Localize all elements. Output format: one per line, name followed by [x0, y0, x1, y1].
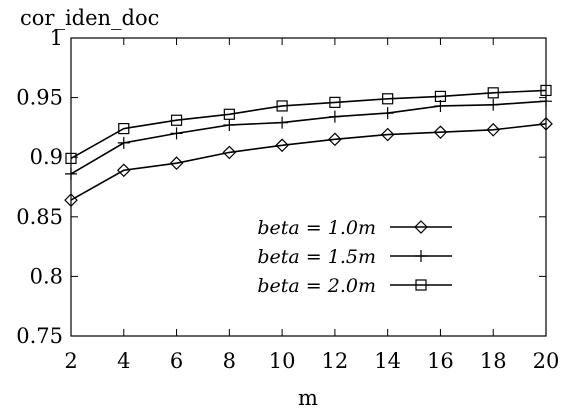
data-point	[170, 114, 183, 126]
x-tick-label: 14	[374, 349, 401, 373]
data-point	[382, 93, 394, 105]
data-point	[328, 132, 342, 147]
data-point	[486, 122, 501, 137]
data-point	[169, 156, 184, 171]
series-line	[70, 89, 547, 160]
legend-item: beta = 2.0m	[257, 275, 452, 297]
data-point	[540, 84, 552, 97]
y-tick-label: 0.9	[30, 145, 63, 169]
axis-ticks: 2 4 6 8 10 12 14 16 18 20 0.75 0.8 0.85 0.9 0.95 1	[16, 26, 559, 373]
x-tick-label: 12	[322, 349, 349, 373]
series-group	[64, 84, 553, 207]
y-tick-label: 0.95	[16, 86, 63, 110]
data-point	[329, 96, 341, 108]
y-tick-label: 0.8	[30, 264, 63, 288]
data-point	[487, 87, 499, 99]
data-point	[64, 193, 78, 207]
x-tick-label: 18	[480, 349, 507, 373]
series-line	[70, 123, 547, 201]
series-1	[64, 116, 553, 207]
legend-label: beta = 1.0m	[257, 217, 376, 239]
legend-marker	[415, 279, 427, 291]
legend-label: beta = 2.0m	[257, 275, 376, 297]
legend-item: beta = 1.0m	[257, 217, 452, 239]
x-tick-label: 8	[223, 349, 236, 373]
x-axis-label: m	[298, 386, 318, 410]
x-tick-label: 4	[117, 349, 130, 373]
data-point	[540, 95, 552, 108]
data-point	[539, 116, 553, 131]
legend-marker	[414, 220, 428, 234]
data-point	[276, 116, 289, 129]
data-point	[276, 100, 288, 112]
data-point	[381, 107, 394, 120]
data-point	[116, 163, 131, 178]
legend-label: beta = 1.5m	[257, 246, 376, 268]
y-tick-label: 0.85	[16, 205, 63, 229]
y-tick-label: 1	[50, 26, 63, 50]
data-point	[434, 90, 447, 103]
data-point	[328, 110, 341, 123]
legend: beta = 1.0m beta = 1.5m beta = 2.0m	[257, 217, 452, 297]
x-tick-label: 6	[170, 349, 183, 373]
y-axis-label: cor_iden_doc	[20, 6, 159, 30]
data-point	[65, 167, 77, 180]
y-tick-label: 0.75	[16, 324, 63, 348]
x-tick-label: 16	[427, 349, 454, 373]
x-tick-label: 10	[269, 349, 296, 373]
data-point	[65, 152, 77, 164]
data-point	[380, 127, 395, 142]
series-line	[70, 100, 547, 175]
data-point	[117, 136, 130, 149]
data-point	[487, 98, 500, 111]
data-point	[170, 127, 183, 140]
series-2	[65, 95, 552, 180]
data-point	[275, 138, 289, 153]
data-point	[433, 125, 448, 140]
plot-frame	[70, 37, 547, 337]
legend-item: beta = 1.5m	[257, 246, 452, 268]
data-point	[223, 119, 236, 132]
data-point	[223, 108, 235, 120]
data-point	[222, 145, 237, 160]
x-tick-label: 20	[533, 349, 560, 373]
legend-marker	[415, 250, 427, 262]
series-3	[65, 84, 552, 164]
x-tick-label: 2	[64, 349, 77, 373]
data-point	[118, 122, 130, 135]
